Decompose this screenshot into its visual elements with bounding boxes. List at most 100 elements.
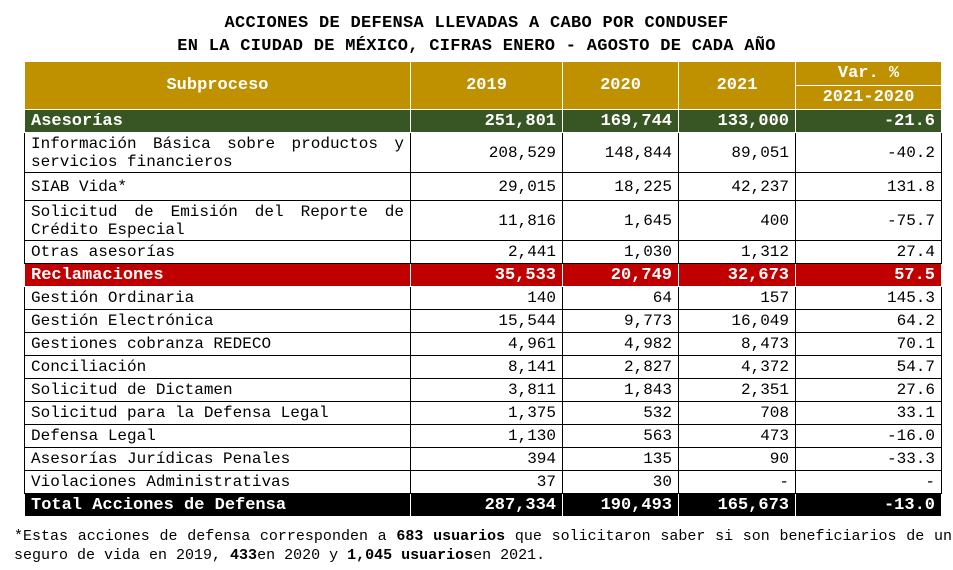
row-label: Otras asesorías [24, 240, 411, 264]
header-var: Var. % [795, 61, 942, 86]
footnote-text: que solicitaron saber si son beneficiari… [14, 528, 953, 564]
value-var: 131.8 [795, 172, 942, 201]
value-var: 57.5 [795, 263, 942, 287]
value-var: -40.2 [795, 132, 942, 173]
table-row: Asesorías 251,801 169,744 133,000 -21.6 [24, 109, 942, 133]
value-2020: 190,493 [562, 493, 679, 517]
table-row: Violaciones Administrativas 37 30- - [24, 470, 942, 494]
value-var: 145.3 [795, 286, 942, 310]
value-var: 27.6 [795, 378, 942, 402]
footnote-bold: 433 [230, 547, 258, 564]
value-var: -75.7 [795, 200, 942, 241]
row-label: Violaciones Administrativas [24, 470, 411, 494]
value-2020: 64 [562, 286, 679, 310]
row-label: Información Básica sobre productos y ser… [24, 132, 411, 173]
value-var: -21.6 [795, 109, 942, 133]
value-var: -16.0 [795, 424, 942, 448]
value-2021: 42,237 [678, 172, 796, 201]
row-label: Reclamaciones [24, 263, 411, 287]
value-2020: 4,982 [562, 332, 679, 356]
value-2021: 133,000 [678, 109, 796, 133]
row-label: Gestión Ordinaria [24, 286, 411, 310]
table-row: Información Básica sobre productos y ser… [24, 132, 942, 173]
value-var: - [795, 470, 942, 494]
footnote-bold: 683 usuarios [396, 528, 506, 545]
value-2020: 18,225 [562, 172, 679, 201]
table-row: Gestiones cobranza REDECO 4,961 4,982 8,473… [24, 332, 942, 356]
value-var: -13.0 [795, 493, 942, 517]
row-label: Asesorías Jurídicas Penales [24, 447, 411, 471]
value-2019: 4,961 [410, 332, 563, 356]
value-2021: 2,351 [678, 378, 796, 402]
value-2019: 251,801 [410, 109, 563, 133]
value-2021: 32,673 [678, 263, 796, 287]
row-label: Defensa Legal [24, 424, 411, 448]
value-2021: - [678, 470, 796, 494]
value-2021: 8,473 [678, 332, 796, 356]
header-2020: 2020 [562, 61, 679, 110]
value-2019: 1,375 [410, 401, 563, 425]
row-label: Conciliación [24, 355, 411, 379]
row-label: Total Acciones de Defensa [24, 493, 411, 517]
value-2020: 1,645 [562, 200, 679, 241]
table-row: SIAB Vida* 29,015 18,225 42,237 131.8 [24, 172, 942, 201]
value-2020: 30 [562, 470, 679, 494]
value-var: 27.4 [795, 240, 942, 264]
value-2019: 140 [410, 286, 563, 310]
value-2021: 90 [678, 447, 796, 471]
value-2019: 3,811 [410, 378, 563, 402]
value-var: 64.2 [795, 309, 942, 333]
table-row: Solicitud para la Defensa Legal 1,375 532 7… [24, 401, 942, 425]
value-2021: 400 [678, 200, 796, 241]
value-2021: 473 [678, 424, 796, 448]
row-label: SIAB Vida* [24, 172, 411, 201]
value-var: 70.1 [795, 332, 942, 356]
table-row: Otras asesorías 2,441 1,030 1,312 27.4 [24, 240, 942, 264]
value-2019: 2,441 [410, 240, 563, 264]
value-2019: 37 [410, 470, 563, 494]
value-2021: 16,049 [678, 309, 796, 333]
table-row: Defensa Legal 1,130 563 473 -16.0 [24, 424, 942, 448]
value-2020: 148,844 [562, 132, 679, 173]
value-2019: 1,130 [410, 424, 563, 448]
title-line-2: EN LA CIUDAD DE MÉXICO, CIFRAS ENERO - A… [177, 37, 776, 56]
value-2019: 208,529 [410, 132, 563, 173]
header-subproceso: Subproceso [24, 61, 411, 110]
value-var: 54.7 [795, 355, 942, 379]
defense-actions-table: Subproceso 2019 2020 2021 Var. % 2021-20… [24, 61, 942, 517]
value-2021: 4,372 [678, 355, 796, 379]
value-2021: 708 [678, 401, 796, 425]
value-2019: 15,544 [410, 309, 563, 333]
row-label: Solicitud de Emisión del Reporte de Créd… [24, 200, 411, 241]
footnote: *Estas acciones de defensa corresponden … [14, 527, 952, 565]
header-2021: 2021 [678, 61, 796, 110]
header-var-period: 2021-2020 [795, 85, 942, 110]
value-2020: 20,749 [562, 263, 679, 287]
table-row: Gestión Ordinaria 140 64 157 145.3 [24, 286, 942, 310]
footnote-bold: 1,045 usuarios [347, 547, 474, 564]
title-line-1: ACCIONES DE DEFENSA LLEVADAS A CABO POR … [224, 14, 729, 33]
row-label: Solicitud para la Defensa Legal [24, 401, 411, 425]
table-row: Solicitud de Dictamen 3,811 1,843 2,351 27.6 [24, 378, 942, 402]
row-label: Solicitud de Dictamen [24, 378, 411, 402]
table-row: Asesorías Jurídicas Penales 394 135 90 -33.3 [24, 447, 942, 471]
table-row: Gestión Electrónica 15,544 9,773 16,049 64.2 [24, 309, 942, 333]
table-row: Total Acciones de Defensa 287,334 190,493 1… [24, 493, 942, 517]
value-var: 33.1 [795, 401, 942, 425]
row-label: Gestión Electrónica [24, 309, 411, 333]
value-var: -33.3 [795, 447, 942, 471]
table-row: Solicitud de Emisión del Reporte de Créd… [24, 200, 942, 241]
table-row: Reclamaciones 35,533 20,749 32,673 57.5 [24, 263, 942, 287]
footnote-text: en 2021. [473, 547, 546, 564]
value-2021: 89,051 [678, 132, 796, 173]
value-2019: 35,533 [410, 263, 563, 287]
value-2021: 1,312 [678, 240, 796, 264]
value-2019: 8,141 [410, 355, 563, 379]
value-2020: 1,030 [562, 240, 679, 264]
value-2020: 563 [562, 424, 679, 448]
header-2019: 2019 [410, 61, 563, 110]
footnote-text: en 2020 y [257, 547, 348, 564]
footnote-text: *Estas acciones de defensa corresponden … [14, 528, 397, 545]
value-2021: 157 [678, 286, 796, 310]
value-2019: 11,816 [410, 200, 563, 241]
